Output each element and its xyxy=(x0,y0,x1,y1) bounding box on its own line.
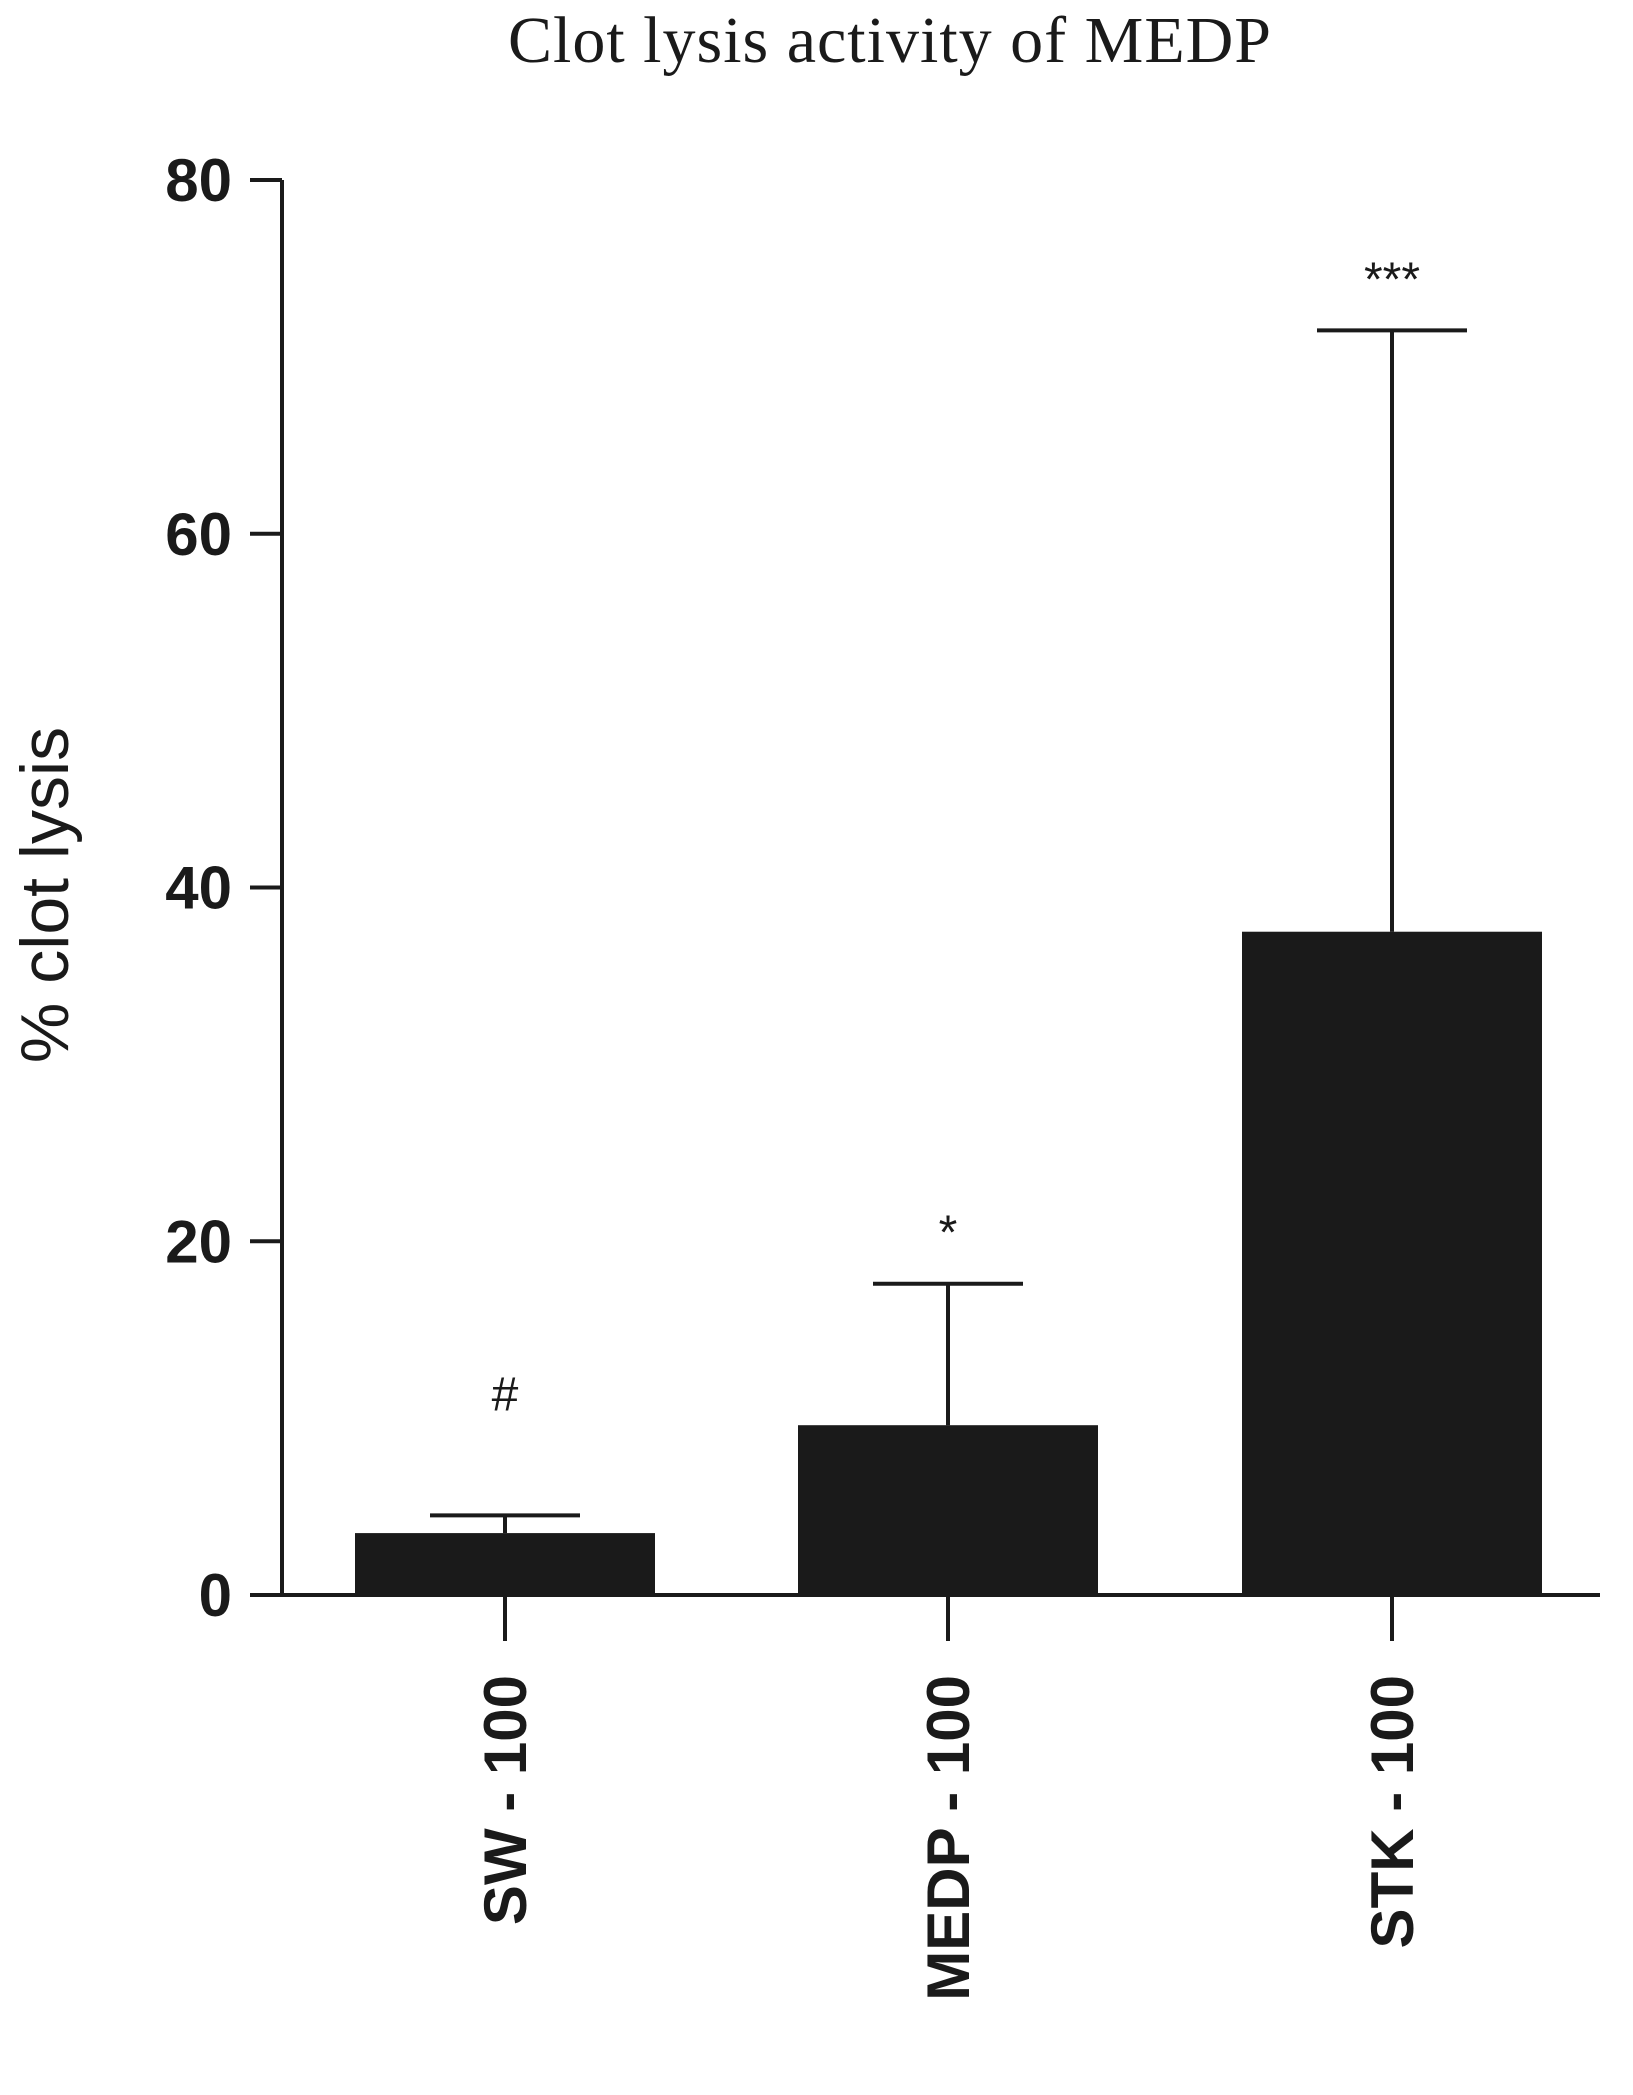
x-category-label: STK - 100 xyxy=(1359,1675,1426,1948)
y-tick-label: 60 xyxy=(165,501,232,568)
y-tick-label: 40 xyxy=(165,855,232,922)
x-category-label: SW - 100 xyxy=(472,1675,539,1925)
chart-title: Clot lysis activity of MEDP xyxy=(508,4,1272,77)
significance-marker: *** xyxy=(1364,253,1420,306)
x-category-label: MEDP - 100 xyxy=(915,1675,982,2001)
plot-area: 0 20 40 60 80 # SW - 100 * MEDP - 100 *** STK - 10… xyxy=(165,147,1600,2001)
y-tick-label: 80 xyxy=(165,147,232,214)
bar xyxy=(798,1425,1098,1595)
significance-marker: # xyxy=(492,1368,519,1421)
bar xyxy=(1242,931,1542,1595)
y-tick-label: 0 xyxy=(199,1562,232,1629)
y-axis-label: % clot lysis xyxy=(7,727,83,1063)
y-tick-label: 20 xyxy=(165,1208,232,1275)
significance-marker: * xyxy=(939,1207,958,1260)
bar xyxy=(355,1533,655,1595)
